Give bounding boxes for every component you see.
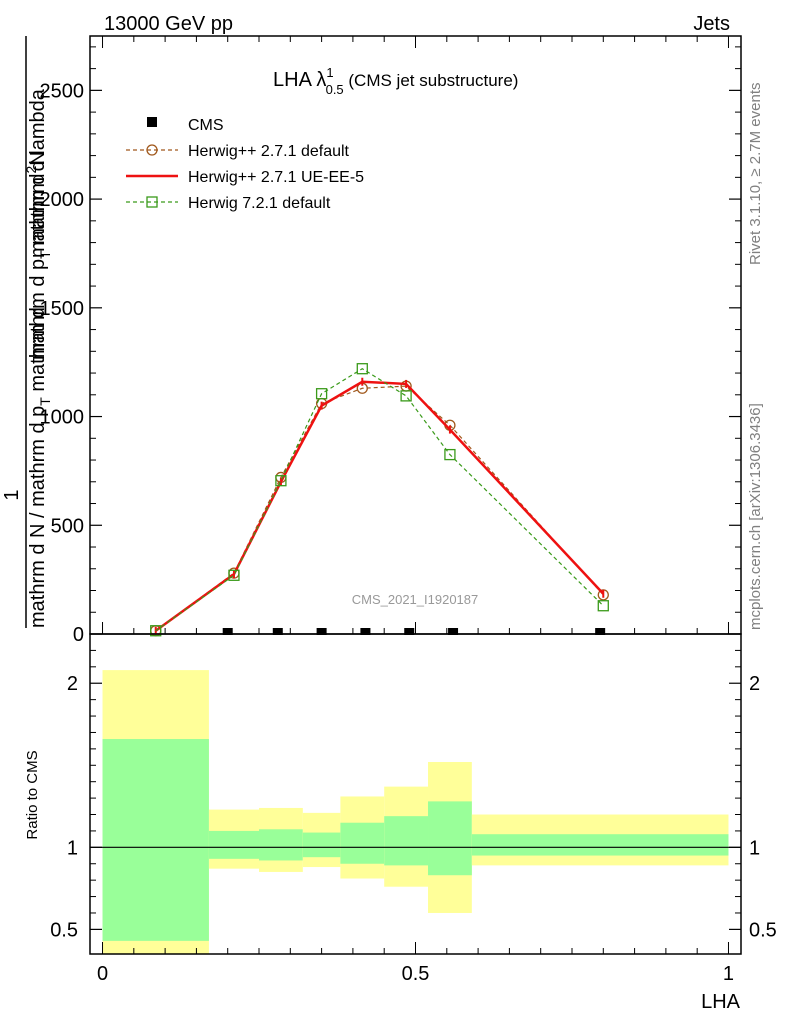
cms-data-point: [448, 628, 459, 635]
ylabel-mid-sub: T: [37, 397, 53, 406]
y-tick-label: 500: [51, 515, 84, 537]
y-tick-label: 0: [73, 624, 84, 646]
title-main: LHA λ: [273, 69, 326, 91]
ratio-band-green: [302, 832, 341, 858]
herwig721-point: [228, 569, 240, 581]
ylabel-num-sup: 2: [23, 166, 39, 174]
legend-h721-marker: [146, 196, 158, 208]
ratio-y-tick-label-right: 1: [749, 837, 760, 859]
energy-label: 13000 GeV pp: [104, 13, 233, 35]
ratio-y-tick-label: 0.5: [50, 919, 78, 941]
ylabel-den-sub: T: [37, 250, 53, 259]
ratio-bands: [90, 670, 741, 954]
ylabel-mid: mathrm d N / mathrm d p: [27, 406, 49, 628]
legend-h271-label: Herwig++ 2.7.1 default: [188, 143, 350, 160]
main-ylabel: 1 mathrm d N / mathrm d pT mathrm d math…: [1, 36, 53, 628]
cms-data-point: [316, 628, 327, 635]
ratio-y-tick-label: 1: [67, 837, 78, 859]
title-sub: 0.5: [326, 82, 344, 97]
cms-data-point: [222, 628, 233, 635]
ylabel-num-d: mathrm d: [27, 174, 49, 258]
main-series: [150, 363, 609, 637]
ratio-y-tick-label: 2: [67, 673, 78, 695]
jets-label: Jets: [693, 13, 730, 35]
chart-title: LHA λ1 0.5 (CMS jet substructure): [273, 65, 518, 97]
legend-ueee5-label: Herwig++ 2.7.1 UE-EE-5: [188, 169, 364, 186]
ratio-band-green: [102, 739, 209, 941]
herwig721-point: [315, 388, 328, 400]
herwig721-point: [597, 600, 609, 612]
herwig721-point: [150, 625, 162, 637]
x-tick-label: 1: [723, 963, 734, 985]
ratio-band-green: [259, 829, 303, 861]
ratio-y-tick-label-right: 2: [749, 673, 760, 695]
series-line-3: [155, 368, 604, 632]
x-tick-label: 0.5: [402, 963, 430, 985]
cms-data-point: [404, 628, 415, 635]
ylabel-numerator: mathrm d2N: [23, 151, 49, 258]
ylabel-mid2: mathrm d: [27, 307, 49, 397]
ylabel-den-d: mathrm d p: [27, 259, 49, 360]
cms-data-point: [595, 628, 606, 635]
y-tick-label: 2000: [40, 189, 85, 211]
legend-cms-label: CMS: [188, 117, 224, 134]
legend-cms-marker: [147, 117, 157, 127]
cms-data-point: [360, 628, 371, 635]
ylabel-one: 1: [1, 489, 23, 500]
herwig721-point: [356, 363, 368, 375]
ratio-y-tick-label-right: 0.5: [749, 919, 777, 941]
y-tick-label: 1500: [40, 298, 85, 320]
ylabel-frac-text: mathrm d N / mathrm d pT mathrm d: [27, 307, 53, 628]
title-sup: 1: [326, 65, 333, 80]
legend-h721-label: Herwig 7.2.1 default: [188, 195, 331, 212]
rivet-label: Rivet 3.1.10, ≥ 2.7M events: [747, 83, 764, 266]
ratio-band-green: [340, 822, 385, 864]
herwig721-point: [400, 390, 412, 402]
ylabel-denominator: mathrm d pT mathrm d lambda: [27, 88, 53, 360]
ratio-band-green: [471, 834, 729, 856]
ylabel-num-N: N: [27, 151, 49, 165]
x-axis-label: LHA: [701, 991, 741, 1013]
mcplots-label: mcplots.cern.ch [arXiv:1306.3436]: [747, 403, 764, 630]
main-y-ticks: 0 500 1000 1500 2000 2500: [40, 46, 741, 646]
cms-data-point: [272, 628, 283, 635]
x-tick-label: 0: [97, 963, 108, 985]
ratio-band-green: [428, 801, 472, 876]
y-tick-label: 1000: [40, 407, 85, 429]
legend-h271-marker: [146, 144, 158, 156]
y-tick-label: 2500: [40, 80, 85, 102]
ratio-band-green: [208, 830, 260, 859]
ratio-band-green: [384, 816, 429, 866]
ratio-ticks: 0 0.5 1 0.5 0.5 1 1 2 2: [50, 649, 777, 985]
watermark: CMS_2021_I1920187: [352, 592, 479, 607]
ylabel-den-rest: mathrm d lambda: [27, 88, 49, 250]
herwig721-point: [444, 448, 456, 461]
title-rest: (CMS jet substructure): [344, 71, 519, 90]
legend: CMS Herwig++ 2.7.1 default Herwig++ 2.7.…: [126, 117, 364, 212]
herwig721-point: [275, 475, 287, 487]
ratio-ylabel: Ratio to CMS: [24, 750, 41, 839]
